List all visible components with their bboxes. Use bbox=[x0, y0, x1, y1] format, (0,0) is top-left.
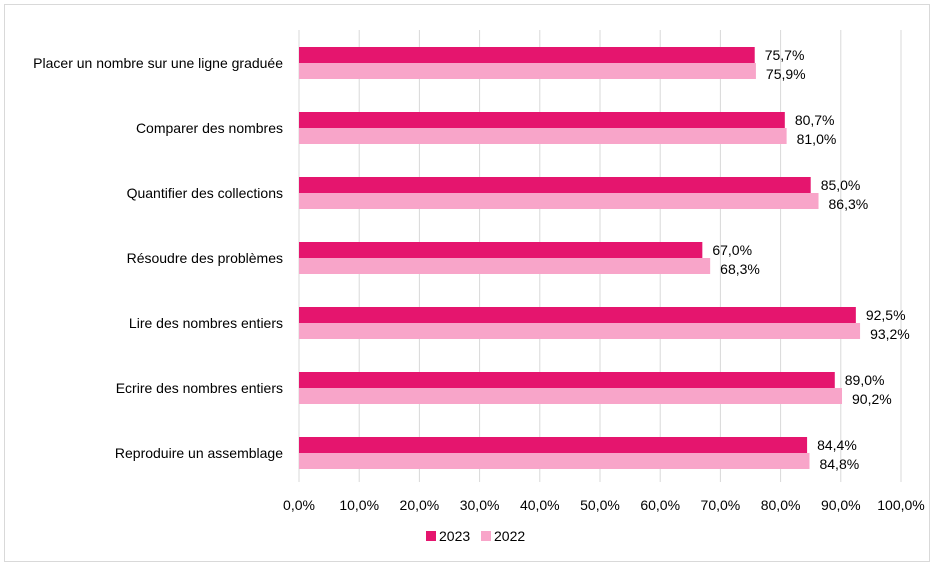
x-tick-label: 50,0% bbox=[580, 497, 620, 513]
legend: 2023 2022 bbox=[426, 528, 525, 544]
bar-2022 bbox=[299, 258, 711, 274]
chart-frame: Placer un nombre sur une ligne graduée Co… bbox=[4, 4, 930, 562]
data-label-2022: 81,0% bbox=[797, 131, 837, 147]
data-label-2023: 80,7% bbox=[795, 112, 835, 128]
data-label-2023: 67,0% bbox=[712, 242, 752, 258]
x-tick-label: 60,0% bbox=[640, 497, 680, 513]
x-tick-label: 90,0% bbox=[821, 497, 861, 513]
data-label-2022: 86,3% bbox=[829, 196, 869, 212]
data-label-2022: 93,2% bbox=[870, 326, 910, 342]
legend-swatch-2023 bbox=[426, 531, 436, 541]
category-label: Quantifier des collections bbox=[127, 185, 283, 201]
data-label-2022: 84,8% bbox=[819, 456, 859, 472]
bar-2022 bbox=[299, 388, 843, 404]
bar-2022 bbox=[299, 128, 787, 144]
data-label-2023: 75,7% bbox=[765, 47, 805, 63]
x-tick-label: 70,0% bbox=[701, 497, 741, 513]
category-label: Reproduire un assemblage bbox=[115, 445, 283, 461]
x-tick-label: 0,0% bbox=[283, 497, 315, 513]
bar-2023 bbox=[299, 307, 856, 323]
category-label: Résoudre des problèmes bbox=[127, 250, 283, 266]
bar-2023 bbox=[299, 242, 703, 258]
data-label-2023: 84,4% bbox=[817, 437, 857, 453]
x-tick-label: 40,0% bbox=[520, 497, 560, 513]
category-label: Lire des nombres entiers bbox=[129, 315, 283, 331]
x-tick-label: 20,0% bbox=[400, 497, 440, 513]
data-label-2023: 89,0% bbox=[845, 372, 885, 388]
legend-label-2023: 2023 bbox=[439, 528, 470, 544]
data-label-2023: 92,5% bbox=[866, 307, 906, 323]
bar-2022 bbox=[299, 193, 819, 209]
legend-swatch-2022 bbox=[481, 531, 491, 541]
x-tick-label: 80,0% bbox=[761, 497, 801, 513]
bar-2022 bbox=[299, 323, 861, 339]
category-label: Comparer des nombres bbox=[136, 120, 283, 136]
bar-2023 bbox=[299, 112, 785, 128]
legend-label-2022: 2022 bbox=[494, 528, 525, 544]
bar-2022 bbox=[299, 453, 810, 469]
bar-2023 bbox=[299, 372, 835, 388]
bar-2023 bbox=[299, 437, 808, 453]
category-label: Ecrire des nombres entiers bbox=[116, 380, 283, 396]
x-axis-tick-labels: 0,0% 10,0% 20,0% 30,0% 40,0% 50,0% 60,0% 70,0% 8… bbox=[283, 497, 925, 513]
category-label: Placer un nombre sur une ligne graduée bbox=[33, 55, 283, 71]
bar-chart: Placer un nombre sur une ligne graduée Co… bbox=[33, 30, 925, 544]
x-tick-label: 30,0% bbox=[460, 497, 500, 513]
x-tick-label: 100,0% bbox=[877, 497, 924, 513]
x-tick-label: 10,0% bbox=[339, 497, 379, 513]
data-label-2022: 68,3% bbox=[720, 261, 760, 277]
bars bbox=[299, 47, 861, 469]
category-labels: Placer un nombre sur une ligne graduée Co… bbox=[33, 55, 283, 461]
data-labels: 75,7% 75,9% 80,7% 81,0% 85,0% 86,3% 67,0% 68,3%… bbox=[712, 47, 909, 472]
data-label-2023: 85,0% bbox=[821, 177, 861, 193]
bar-2023 bbox=[299, 177, 811, 193]
bar-2022 bbox=[299, 63, 756, 79]
bar-2023 bbox=[299, 47, 755, 63]
data-label-2022: 90,2% bbox=[852, 391, 892, 407]
data-label-2022: 75,9% bbox=[766, 66, 806, 82]
